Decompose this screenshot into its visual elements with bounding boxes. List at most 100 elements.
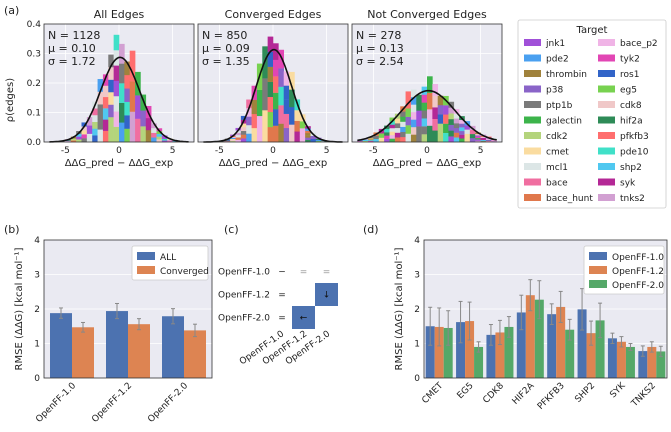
histogram-bin-segment xyxy=(97,129,104,143)
x-tick-label-TNKS2: TNKS2 xyxy=(629,381,658,410)
histogram-bin-segment xyxy=(410,119,417,128)
histogram-bin-segment xyxy=(76,136,82,140)
histogram-bin-segment xyxy=(410,89,417,98)
x-tick-label-HIF2A: HIF2A xyxy=(511,380,537,406)
histogram-bin-segment xyxy=(124,115,131,129)
legend-label-OpenFF-2.0: OpenFF-2.0 xyxy=(612,281,664,291)
histogram-bin-segment xyxy=(305,128,311,131)
bar-OpenFF-2.0-PFKFB3 xyxy=(565,329,575,378)
histogram-bin-segment xyxy=(421,134,428,143)
histogram-bin-segment xyxy=(448,119,455,125)
histogram-bin-segment xyxy=(230,140,236,143)
histogram-bin-segment xyxy=(469,133,476,139)
histogram-bin-segment xyxy=(305,139,311,143)
histogram-bin-segment xyxy=(464,137,471,143)
bar-OpenFF-2.0-SHP2 xyxy=(595,320,605,378)
histogram-bin-segment xyxy=(97,116,104,130)
legend-swatch-Converged xyxy=(137,266,155,274)
histogram-bin-segment xyxy=(405,91,412,101)
histogram-bin-segment xyxy=(240,127,247,132)
y-axis-label: RMSE (ΔΔG) [kcal mol⁻¹] xyxy=(14,247,25,370)
histogram-bin-segment xyxy=(459,130,465,135)
histogram-bin-segment xyxy=(432,95,439,108)
histogram-bin-segment xyxy=(86,117,93,126)
histogram-bin-segment xyxy=(246,116,252,126)
histogram-bin-segment xyxy=(240,130,247,135)
histogram-bin-segment xyxy=(230,138,236,141)
bar-OpenFF-1.2-EG5 xyxy=(465,321,475,378)
bar-OpenFF-2.0-HIF2A xyxy=(534,299,544,378)
bar-Converged-OpenFF-2.0 xyxy=(184,330,206,378)
histogram-bin-segment xyxy=(76,133,82,137)
histogram-bin-segment xyxy=(129,111,136,143)
histogram-bin-segment xyxy=(427,125,433,143)
legend-label-hif2a: hif2a xyxy=(620,117,643,127)
stat-n: N = 278 xyxy=(356,29,401,42)
histogram-bin-segment xyxy=(273,59,279,77)
histogram-bin-segment xyxy=(156,136,163,140)
histogram-bin-segment xyxy=(491,140,497,142)
bar-OpenFF-2.0-TNKS2 xyxy=(656,351,666,378)
legend-swatch-OpenFF-1.2 xyxy=(589,266,607,274)
histogram-bin-segment xyxy=(108,79,114,93)
histogram-bin-segment xyxy=(230,137,236,140)
legend-swatch-thrombin xyxy=(524,70,541,77)
x-tick-label-SHP2: SHP2 xyxy=(573,381,597,405)
histogram-bin-segment xyxy=(400,116,406,122)
histogram-bin-segment xyxy=(389,131,396,136)
histogram-bin-segment xyxy=(256,115,263,143)
panel-label-a: (a) xyxy=(4,4,19,17)
legend-label-bace_p2: bace_p2 xyxy=(620,39,658,49)
y-tick-label: 0.3 xyxy=(27,50,41,60)
histogram-bin-segment xyxy=(97,91,104,105)
x-tick-label: 5 xyxy=(478,146,484,156)
row-label-OpenFF-2.0: OpenFF-2.0 xyxy=(218,314,270,324)
histogram-bin-segment xyxy=(405,133,412,143)
bar-OpenFF-1.2-CMET xyxy=(434,326,444,378)
stat-mu: μ = 0.09 xyxy=(202,42,250,55)
histogram-bin-segment xyxy=(273,92,279,110)
histogram-bin-segment xyxy=(113,96,120,112)
histogram-bin-segment xyxy=(475,133,481,136)
legend-label-bace_hunt: bace_hunt xyxy=(546,194,593,204)
histogram-bin-segment xyxy=(448,113,455,120)
histogram-bin-segment xyxy=(108,129,114,143)
histogram-bin-segment xyxy=(416,94,422,111)
histogram-bin-segment xyxy=(432,107,439,120)
legend-swatch-shp2 xyxy=(598,163,615,170)
histogram-bin-segment xyxy=(235,130,242,133)
histogram-bin-segment xyxy=(362,140,369,143)
histogram-bin-segment xyxy=(400,136,406,143)
bar-OpenFF-1.0-HIF2A xyxy=(516,312,526,378)
histogram-bin-segment xyxy=(310,138,317,143)
legend-swatch-p38 xyxy=(524,85,541,93)
histogram-bin-segment xyxy=(86,125,93,134)
histogram-bin-segment xyxy=(65,140,72,142)
histogram-bin-segment xyxy=(235,137,242,140)
legend-swatch-eg5 xyxy=(598,85,615,93)
x-tick-label: 0 xyxy=(424,146,430,156)
legend-swatch-mcl1 xyxy=(524,163,541,170)
subplot-title: Not Converged Edges xyxy=(367,8,487,21)
histogram-bin-segment xyxy=(240,138,247,143)
histogram-bin-segment xyxy=(289,89,295,108)
plot-frame xyxy=(43,239,213,379)
bar-OpenFF-2.0-SYK xyxy=(625,346,635,378)
histogram-bin-segment xyxy=(267,66,274,82)
subplot-title: All Edges xyxy=(94,8,145,21)
histogram-bin-segment xyxy=(384,138,390,143)
y-tick-label: 0.0 xyxy=(27,138,42,148)
histogram-bin-segment xyxy=(283,113,290,129)
histogram-bin-segment xyxy=(315,140,322,143)
bar-OpenFF-1.0-TNKS2 xyxy=(638,351,648,378)
bar-ALL-OpenFF-1.0 xyxy=(50,313,72,378)
x-tick-label: 0 xyxy=(270,146,276,156)
matrix-cell-symbol: ← xyxy=(300,314,308,324)
histogram-bin-segment xyxy=(140,126,147,143)
histogram-bin-segment xyxy=(102,130,109,143)
legend-label-syk: syk xyxy=(620,179,636,189)
legend-swatch-bace_hunt xyxy=(524,194,541,201)
legend-label-ALL: ALL xyxy=(160,253,176,263)
